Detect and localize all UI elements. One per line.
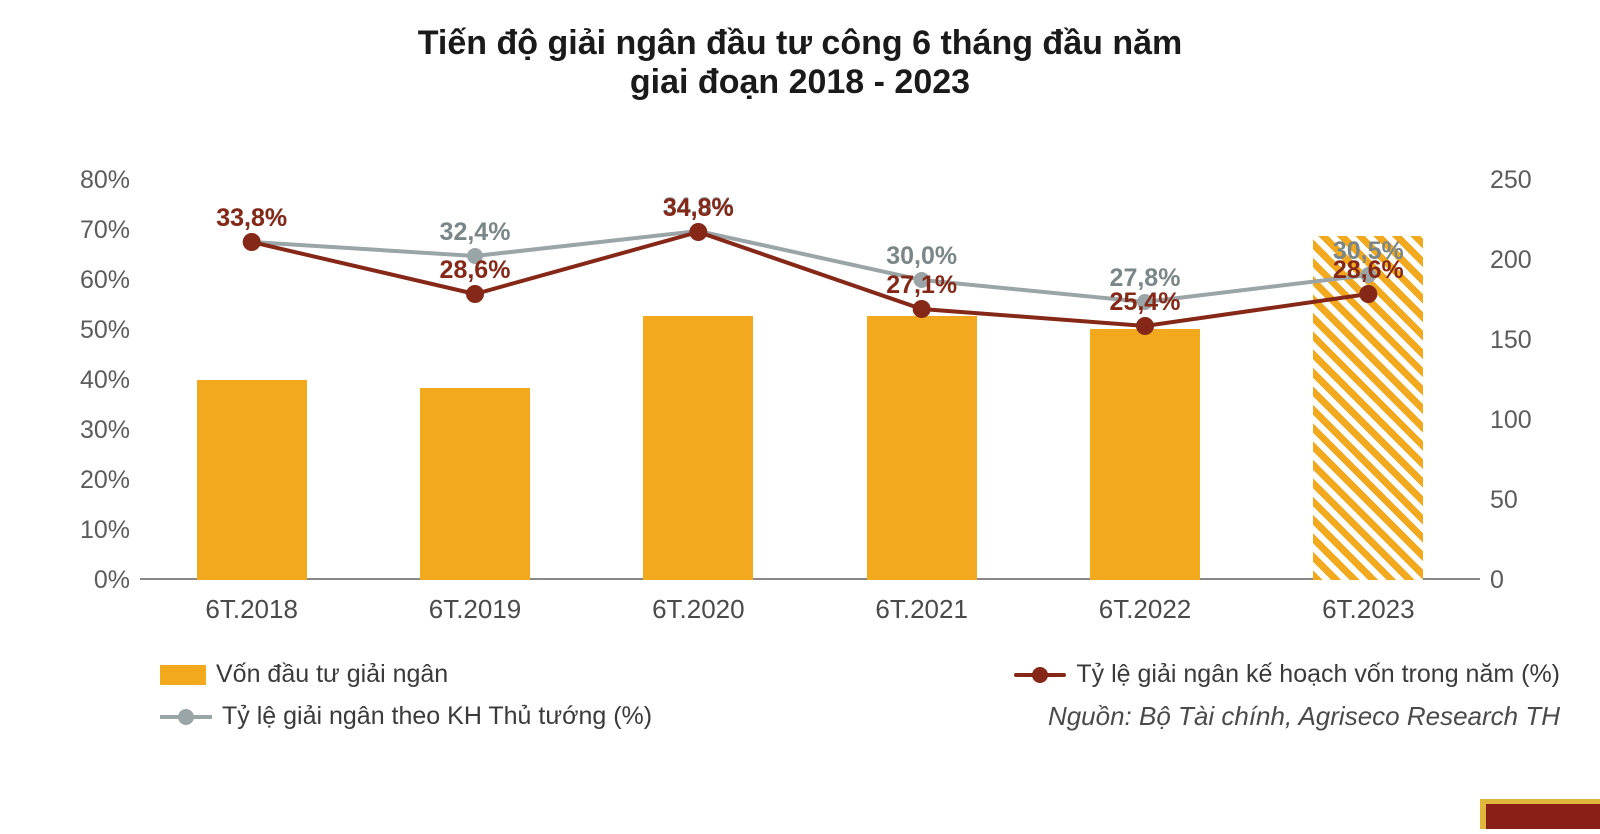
y-left-tick: 60%	[40, 266, 130, 295]
line-marker	[243, 233, 261, 251]
bar	[643, 316, 753, 580]
y-left-tick: 30%	[40, 416, 130, 445]
line-series	[252, 231, 1369, 302]
category-label: 6T.2021	[822, 594, 1022, 625]
series-data-label: 28,6%	[425, 256, 525, 285]
bar	[1313, 236, 1423, 580]
line-marker	[244, 234, 260, 250]
category-label: 6T.2018	[152, 594, 352, 625]
y-left-tick: 80%	[40, 166, 130, 195]
y-right-tick: 50	[1490, 486, 1560, 515]
chart-title: Tiến độ giải ngân đầu tư công 6 tháng đầ…	[0, 0, 1600, 102]
bar	[1090, 329, 1200, 580]
line-overlay	[140, 180, 1480, 580]
source-text: Nguồn: Bộ Tài chính, Agriseco Research T…	[1048, 701, 1560, 732]
y-left-tick: 50%	[40, 316, 130, 345]
y-right-tick: 150	[1490, 326, 1560, 355]
title-line-1: Tiến độ giải ngân đầu tư công 6 tháng đầ…	[0, 24, 1600, 63]
line-series	[252, 232, 1369, 326]
legend: Vốn đầu tư giải ngân Tỷ lệ giải ngân kế …	[160, 660, 1560, 744]
title-line-2: giai đoạn 2018 - 2023	[0, 63, 1600, 102]
line-marker	[466, 285, 484, 303]
chart-area: 0% 10% 20% 30% 40% 50% 60% 70% 80% 0 50 100 150 200 2…	[40, 140, 1560, 630]
legend-label: Tỷ lệ giải ngân kế hoạch vốn trong năm (…	[1076, 660, 1560, 689]
series-data-label: 27,1%	[872, 271, 972, 300]
plot-area: 33,8%32,4%34,9%30,0%27,8%30,5%33,8%28,6%…	[140, 180, 1480, 580]
line-swatch-icon	[1014, 673, 1066, 677]
y-left-tick: 70%	[40, 216, 130, 245]
y-left-tick: 20%	[40, 466, 130, 495]
legend-item-line-red: Tỷ lệ giải ngân kế hoạch vốn trong năm (…	[1014, 660, 1560, 689]
legend-item-line-gray: Tỷ lệ giải ngân theo KH Thủ tướng (%)	[160, 701, 652, 732]
series-data-label: 32,4%	[425, 218, 525, 247]
x-axis	[140, 578, 1480, 580]
series-data-label: 30,0%	[872, 242, 972, 271]
bar-swatch-icon	[160, 665, 206, 685]
category-label: 6T.2019	[375, 594, 575, 625]
series-data-label: 28,6%	[1318, 256, 1418, 285]
category-label: 6T.2022	[1045, 594, 1245, 625]
bar	[420, 388, 530, 580]
y-right-tick: 250	[1490, 166, 1560, 195]
series-data-label: 34,8%	[648, 194, 748, 223]
y-left-tick: 10%	[40, 516, 130, 545]
bar	[197, 380, 307, 580]
series-data-label: 25,4%	[1095, 288, 1195, 317]
line-marker	[690, 223, 706, 239]
series-data-label: 33,8%	[202, 204, 302, 233]
line-marker	[689, 223, 707, 241]
legend-label: Tỷ lệ giải ngân theo KH Thủ tướng (%)	[222, 702, 652, 731]
category-label: 6T.2023	[1268, 594, 1468, 625]
y-right-tick: 200	[1490, 246, 1560, 275]
y-right-tick: 0	[1490, 566, 1560, 595]
bar	[867, 316, 977, 580]
line-swatch-icon	[160, 715, 212, 719]
y-left-tick: 40%	[40, 366, 130, 395]
legend-label: Vốn đầu tư giải ngân	[216, 660, 448, 689]
corner-decor	[1480, 799, 1600, 829]
y-left-tick: 0%	[40, 566, 130, 595]
legend-item-bar: Vốn đầu tư giải ngân	[160, 660, 448, 689]
category-label: 6T.2020	[598, 594, 798, 625]
y-right-tick: 100	[1490, 406, 1560, 435]
